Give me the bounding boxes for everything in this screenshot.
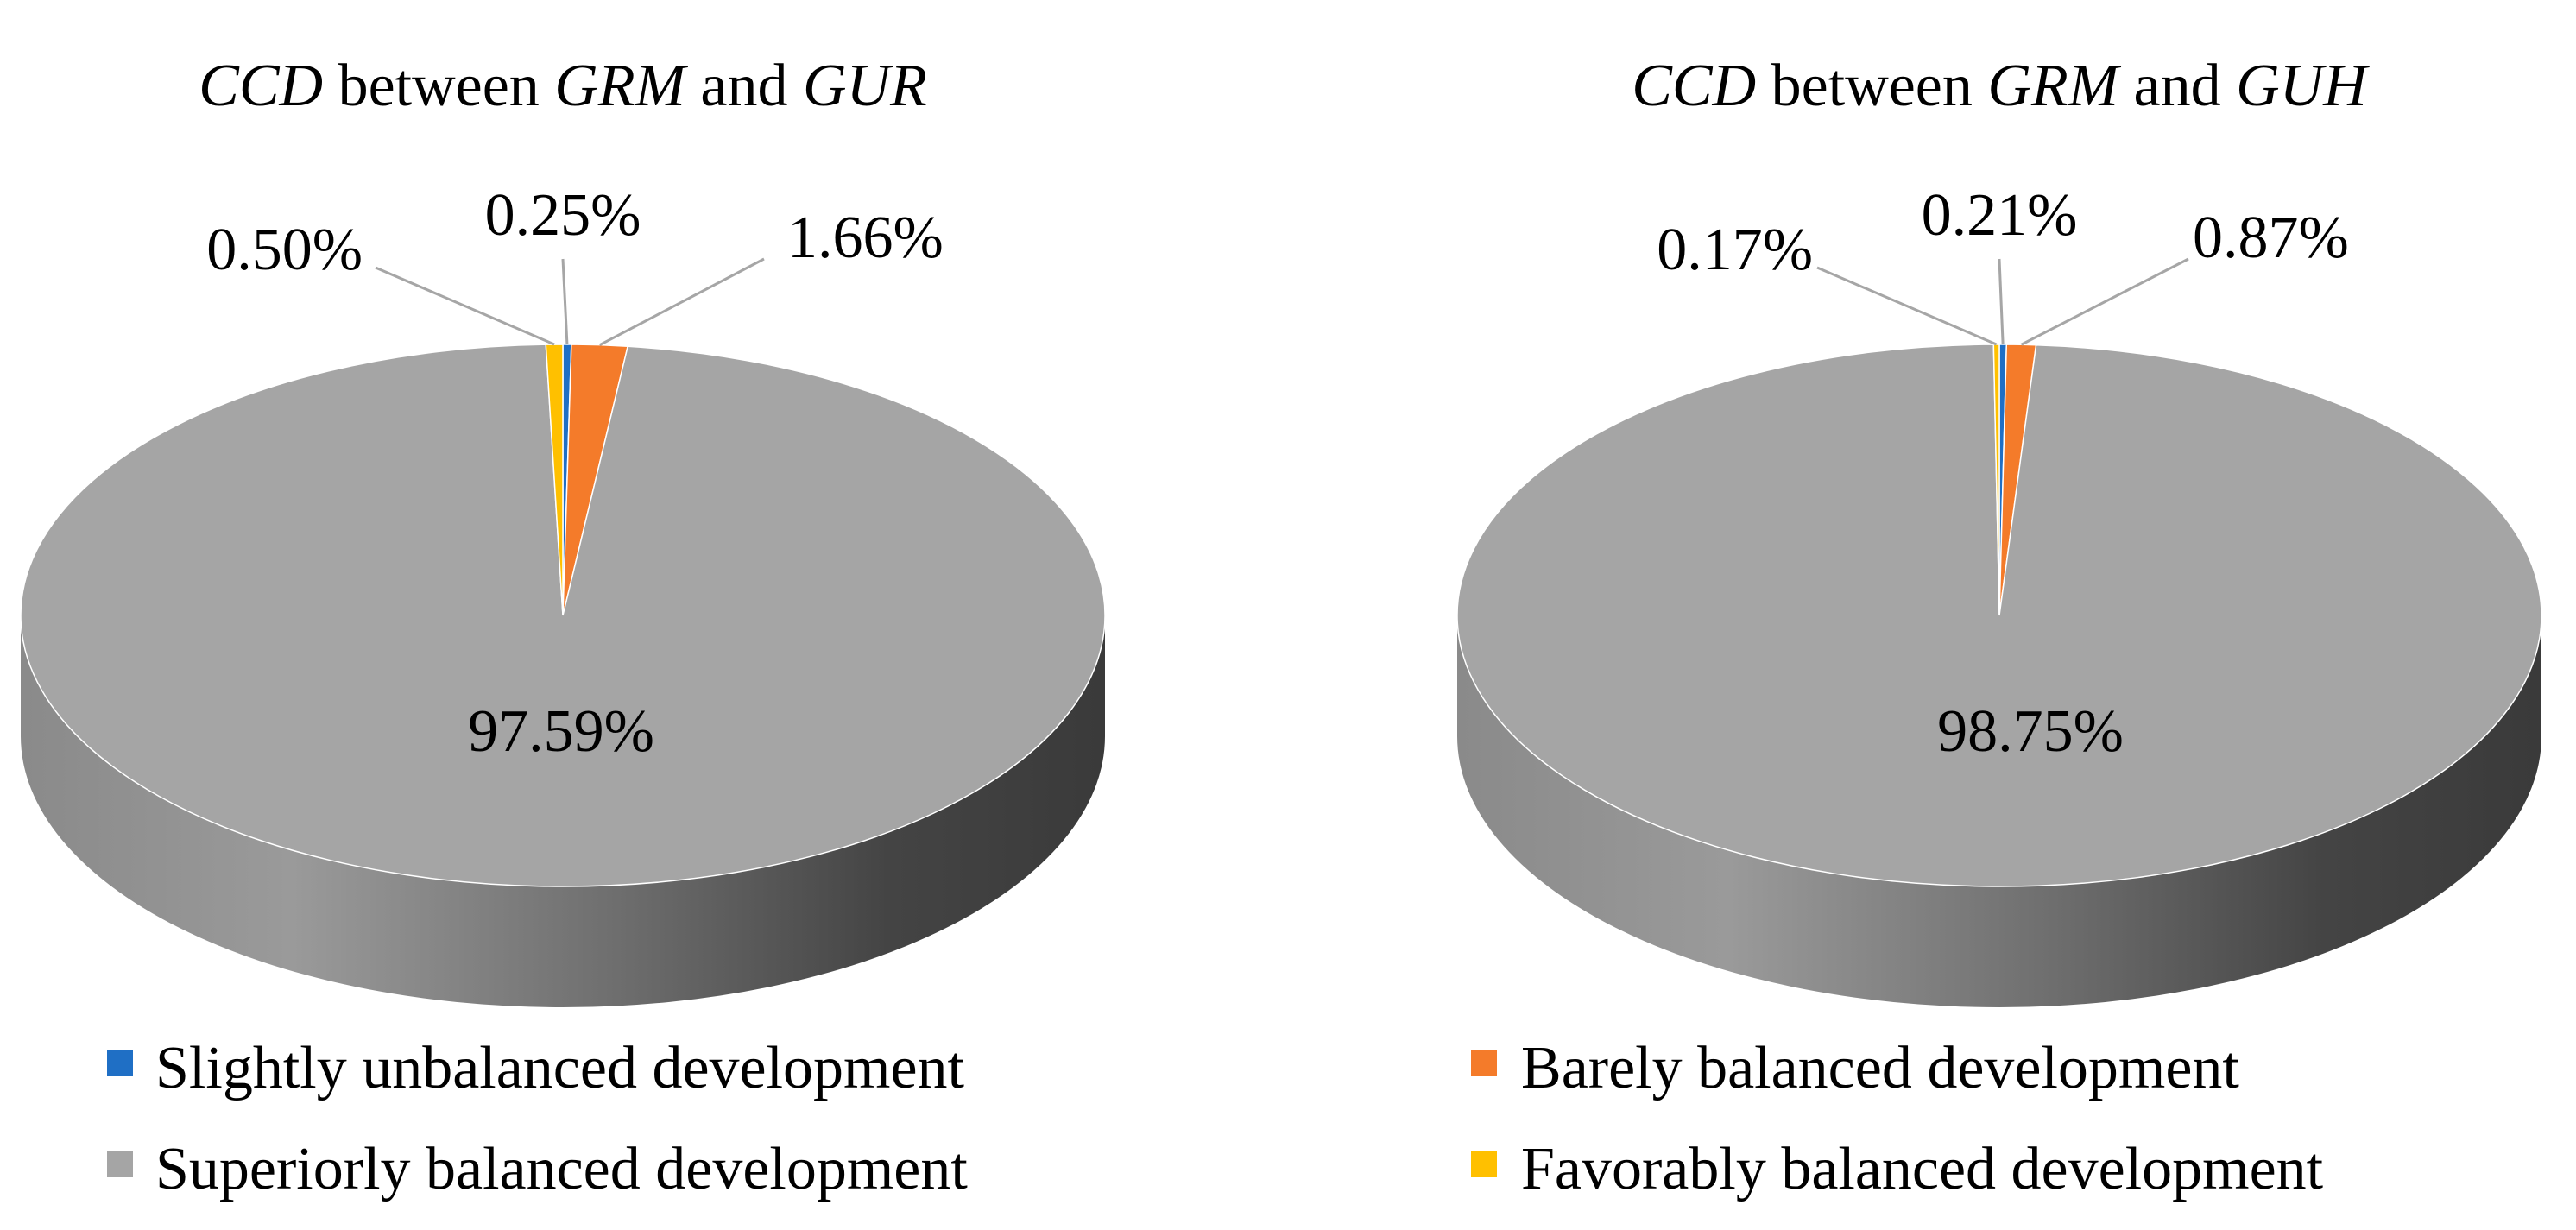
chart-1-pie-side	[21, 615, 1105, 1007]
chart-2-title-part-4: GUH	[2236, 53, 2370, 119]
pie-chart-2: CCD between GRM and GUH 0.21% 0.87% 98.7…	[1456, 53, 2542, 1007]
chart-1-title: CCD between GRM and GUR	[199, 53, 927, 119]
legend-swatch-slightly-unbalanced	[107, 1050, 133, 1076]
chart-1-slices	[20, 344, 1106, 887]
legend-label-slightly-unbalanced: Slightly unbalanced development	[155, 1035, 965, 1101]
chart-2-leader-slightly-unbalanced-development	[1998, 258, 2005, 345]
chart-1-title-part-0: CCD	[199, 53, 323, 119]
chart-1-leader-slightly-unbalanced-development	[561, 258, 569, 345]
chart-1-leader-barely-balanced-development	[598, 257, 765, 347]
legend-item-barely-balanced: Barely balanced development	[1471, 1035, 2239, 1101]
legend-item-favorably-balanced: Favorably balanced development	[1471, 1136, 2324, 1202]
chart-2-title-part-3: and	[2118, 53, 2236, 119]
chart-1-title-part-4: GUR	[803, 53, 927, 119]
chart-2-title: CCD between GRM and GUH	[1632, 53, 2370, 119]
chart-2-label-favorably-balanced: 0.17%	[1657, 217, 1813, 283]
chart-1-label-favorably-balanced: 0.50%	[206, 217, 363, 283]
chart-1-label-slightly-unbalanced: 0.25%	[485, 182, 641, 249]
legend: Slightly unbalanced development Barely b…	[107, 1035, 2324, 1202]
chart-2-pie-side	[1457, 615, 2541, 1007]
chart-1-title-part-3: and	[685, 53, 803, 119]
legend-swatch-superiorly-balanced	[107, 1151, 133, 1177]
chart-1-leader-favorably-balanced-development	[375, 266, 555, 346]
legend-label-barely-balanced: Barely balanced development	[1521, 1035, 2239, 1101]
chart-1-slice-favorably-balanced-development	[545, 344, 564, 616]
legend-swatch-favorably-balanced	[1471, 1151, 1497, 1177]
chart-2-leader-favorably-balanced-development	[1816, 266, 1998, 346]
chart-2-leader-barely-balanced-development	[2020, 257, 2189, 346]
chart-1-label-barely-balanced: 1.66%	[787, 205, 944, 271]
legend-label-superiorly-balanced: Superiorly balanced development	[155, 1136, 968, 1202]
chart-2-label-barely-balanced: 0.87%	[2193, 205, 2349, 271]
chart-2-title-part-2: GRM	[1987, 53, 2121, 119]
chart-2-slices	[1456, 344, 2542, 887]
chart-1-title-part-2: GRM	[554, 53, 688, 119]
chart-2-label-superiorly-balanced: 98.75%	[1937, 698, 2124, 765]
chart-2-title-part-0: CCD	[1632, 53, 1756, 119]
chart-2-label-slightly-unbalanced: 0.21%	[1922, 182, 2078, 249]
legend-item-slightly-unbalanced: Slightly unbalanced development	[107, 1035, 965, 1101]
legend-item-superiorly-balanced: Superiorly balanced development	[107, 1136, 968, 1202]
chart-1-slice-superiorly-balanced-development	[20, 344, 1106, 887]
pie-chart-1: CCD between GRM and GUR 0.25% 1.66% 97.5…	[20, 53, 1106, 1007]
chart-2-leaders	[1816, 257, 2189, 346]
chart-1-label-superiorly-balanced: 97.59%	[468, 698, 654, 765]
chart-1-title-part-1: between	[323, 53, 554, 119]
legend-swatch-barely-balanced	[1471, 1050, 1497, 1076]
legend-label-favorably-balanced: Favorably balanced development	[1521, 1136, 2324, 1202]
chart-2-title-part-1: between	[1756, 53, 1987, 119]
chart-1-leaders	[375, 257, 765, 347]
